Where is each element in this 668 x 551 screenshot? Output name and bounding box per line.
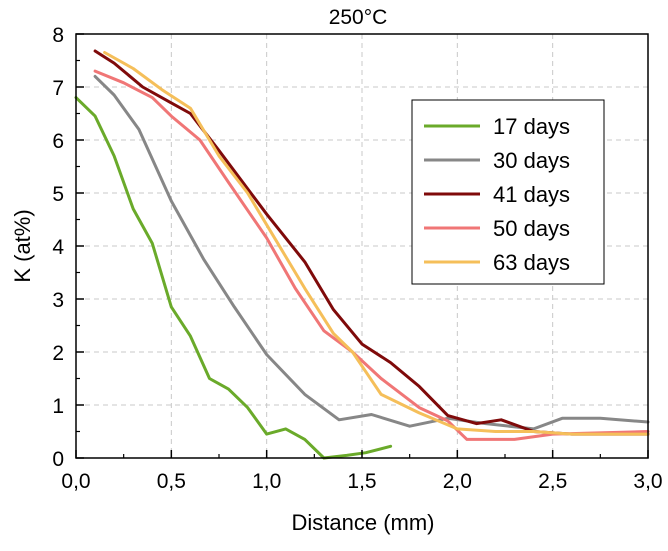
y-tick-label: 4	[52, 236, 64, 259]
legend-box	[411, 99, 605, 285]
legend: 17 days 30 days 41 days 50 days 63 days	[411, 99, 605, 285]
x-tick-labels: 0,0 0,5 1,0 1,5 2,0 2,5 3,0	[61, 470, 662, 493]
y-tick-labels: 0 1 2 3 4 5 6 7 8	[52, 24, 64, 471]
x-tick-label: 3,0	[633, 470, 662, 493]
x-tick-label: 0,0	[61, 470, 90, 493]
y-tick-label: 0	[52, 448, 64, 471]
series-line-50-days	[93, 69, 650, 441]
x-tick-label: 1,0	[252, 470, 281, 493]
chart-title: 250°C	[329, 6, 388, 29]
y-tick-label: 6	[52, 130, 64, 153]
x-tick-label: 2,0	[443, 470, 472, 493]
y-axis-title: K (at%)	[10, 209, 35, 282]
x-tick-label: 2,5	[538, 470, 567, 493]
y-tick-label: 7	[52, 77, 64, 100]
series-line-63-days	[103, 51, 650, 436]
series-line-30-days	[93, 74, 650, 431]
y-tick-label: 3	[52, 289, 64, 312]
y-tick-label: 8	[52, 24, 64, 47]
x-axis-title: Distance (mm)	[291, 510, 434, 535]
x-tick-label: 0,5	[157, 470, 186, 493]
series-lines	[74, 49, 650, 460]
series-line-41-days	[93, 49, 650, 436]
legend-label: 17 days	[493, 114, 570, 139]
y-tick-label: 1	[52, 395, 64, 418]
y-tick-label: 2	[52, 342, 64, 365]
legend-label: 63 days	[493, 250, 570, 275]
y-tick-label: 5	[52, 183, 64, 206]
series-line-17-days	[74, 96, 393, 460]
x-tick-label: 1,5	[347, 470, 376, 493]
legend-label: 50 days	[493, 216, 570, 241]
legend-label: 30 days	[493, 148, 570, 173]
axis-ticks	[75, 33, 649, 459]
legend-label: 41 days	[493, 182, 570, 207]
